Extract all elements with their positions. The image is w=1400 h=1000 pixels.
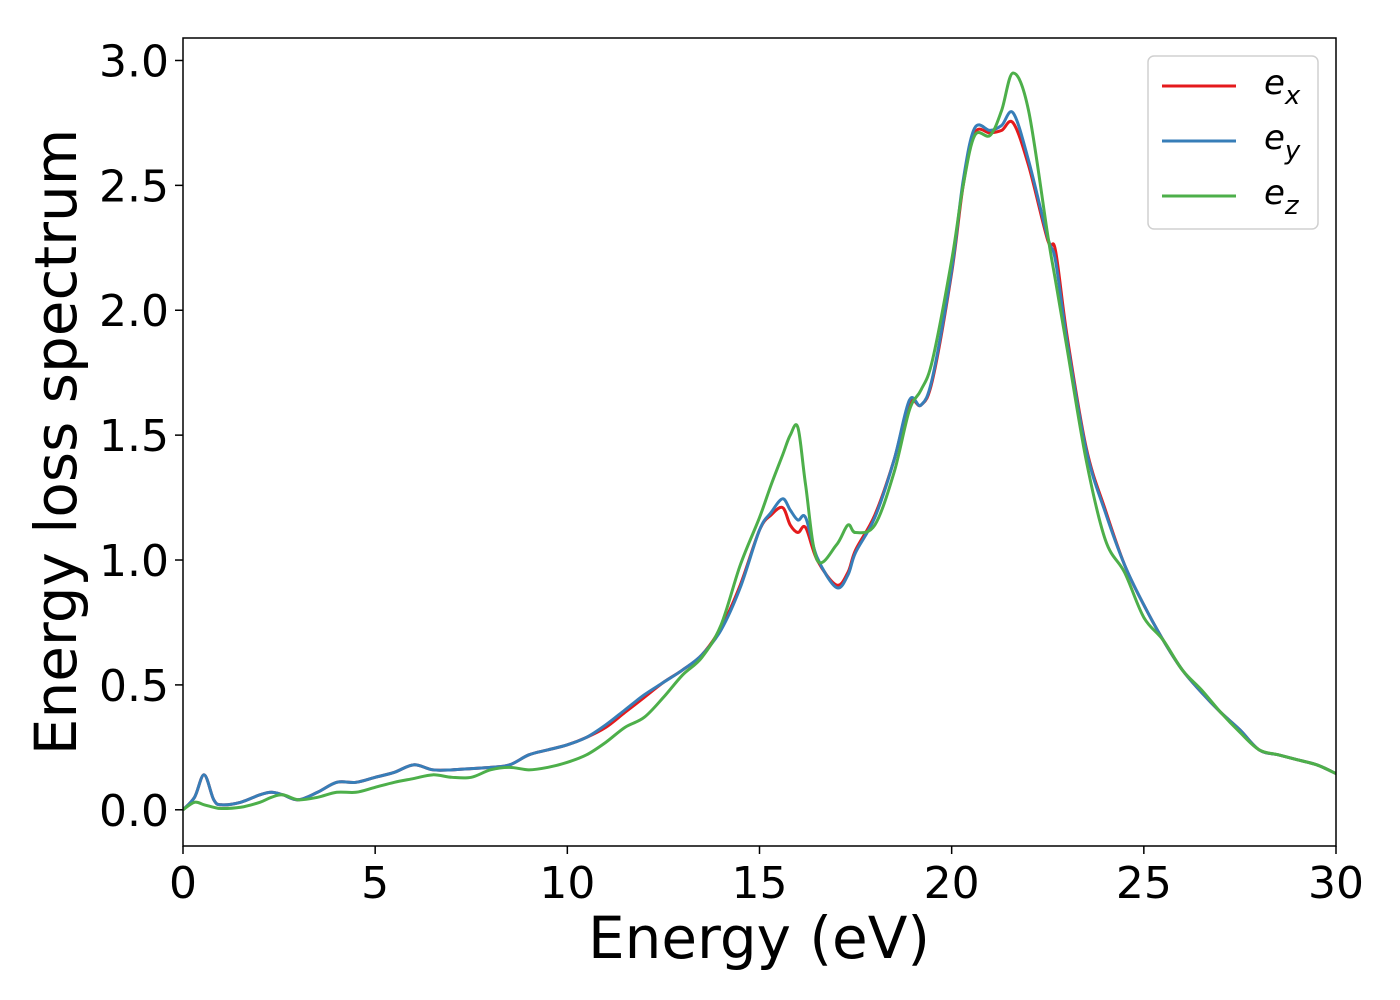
- plot-frame: [182, 37, 1337, 847]
- series-line: [183, 110, 1336, 811]
- y-tick-label: 0.0: [99, 786, 169, 837]
- x-tick-label: 15: [732, 858, 788, 909]
- y-tick-label: 2.0: [99, 286, 169, 337]
- x-tick-label: 30: [1308, 858, 1364, 909]
- legend-label: ez: [1264, 173, 1300, 221]
- x-tick-label: 10: [539, 858, 595, 909]
- y-tick-label: 0.5: [99, 661, 169, 712]
- legend-label: ey: [1264, 118, 1301, 166]
- series-line: [183, 71, 1336, 812]
- x-tick-label: 20: [924, 858, 980, 909]
- y-tick-label: 1.0: [99, 536, 169, 587]
- legend-label: ex: [1264, 63, 1301, 111]
- x-tick-label: 25: [1116, 858, 1172, 909]
- x-tick-label: 0: [169, 858, 197, 909]
- y-tick-label: 1.5: [99, 411, 169, 462]
- y-tick-label: 3.0: [99, 36, 169, 87]
- x-axis-label: Energy (eV): [588, 904, 930, 972]
- y-tick-label: 2.5: [99, 161, 169, 212]
- y-axis-label: Energy loss spectrum: [22, 129, 90, 755]
- x-tick-label: 5: [361, 858, 389, 909]
